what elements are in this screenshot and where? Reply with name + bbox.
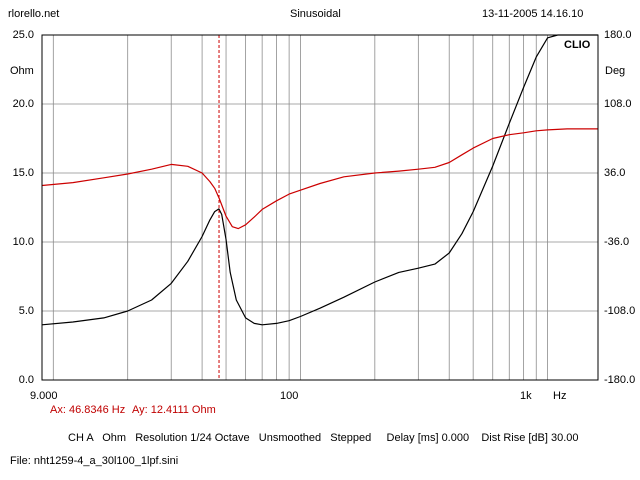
impedance-curve [41,34,598,326]
y-left-tick-label: 20.0 [12,98,34,110]
settings-line: CH A Ohm Resolution 1/24 Octave Unsmooth… [68,432,579,444]
site-label: rlorello.net [8,8,60,20]
y-right-tick-label: 36.0 [604,167,626,179]
y-left-tick-label: 10.0 [12,236,34,248]
file-line: File: nht1259-4_a_30l100_1lpf.sini [10,455,179,467]
y-right-tick-label: -108.0 [604,305,636,317]
chart-title: Sinusoidal [290,8,341,20]
x-tick-label: 1k [520,390,532,402]
phase-curve [41,128,598,230]
y-right-tick-label: -36.0 [604,236,630,248]
datetime-label: 13-11-2005 14.16.10 [482,8,584,20]
curves [41,34,598,380]
x-axis-unit: Hz [553,390,567,402]
right-axis-unit: Deg [605,65,626,77]
cursor-frequency-readout: Ax: 46.8346 Hz [50,404,126,416]
clio-logo: CLIO [564,39,591,51]
grid-lines [42,35,598,380]
y-left-tick-label: 0.0 [18,374,34,386]
x-tick-label: 100 [280,390,299,402]
y-right-tick-label: 108.0 [604,98,632,110]
left-axis-unit: Ohm [10,65,34,77]
y-right-tick-label: -180.0 [604,374,636,386]
y-left-tick-label: 25.0 [12,29,34,41]
y-left-tick-label: 5.0 [18,305,34,317]
x-tick-label: 9.000 [30,390,58,402]
y-right-tick-label: 180.0 [604,29,632,41]
y-left-tick-label: 15.0 [12,167,34,179]
cursor-value-readout: Ay: 12.4111 Ohm [132,404,216,416]
plot-frame [41,34,599,381]
